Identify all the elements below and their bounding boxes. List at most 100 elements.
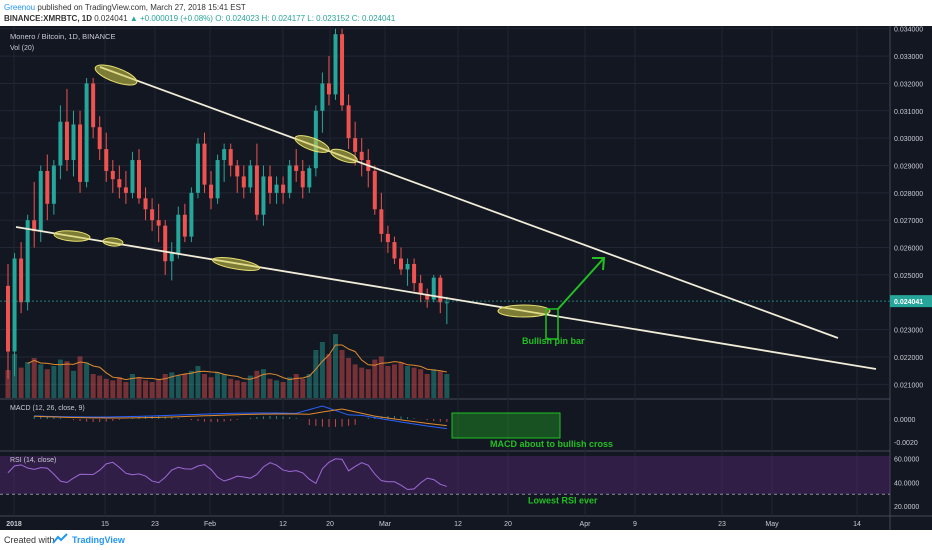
volume-bar [346, 358, 352, 398]
touch-point-ellipse [330, 148, 358, 164]
candle-body [182, 214, 187, 237]
candle-body [6, 285, 10, 352]
volume-bar [418, 369, 424, 398]
volume-bar [405, 366, 411, 398]
candle-body [130, 160, 135, 193]
volume-bar [71, 370, 76, 398]
volume-bar [110, 380, 116, 398]
volume-bar [103, 378, 109, 398]
macd-tick-label: 0.0000 [894, 417, 916, 424]
candle-body [71, 124, 76, 161]
candle-body [320, 83, 325, 111]
macd-line [34, 405, 447, 430]
up-arrow-icon: ▲ [129, 14, 138, 23]
candle-body [202, 143, 207, 185]
candle-body [268, 176, 272, 193]
volume-bar [254, 370, 260, 398]
candle-body [444, 302, 449, 304]
price-tick-label: 0.025000 [894, 273, 923, 280]
rsi-band [0, 456, 890, 494]
candle-body [58, 121, 63, 166]
volume-bar [90, 374, 96, 398]
candle-body [38, 170, 43, 232]
candle-body [222, 149, 227, 161]
time-tick-label: 12 [454, 521, 462, 528]
last-price-label: 0.024041 [894, 299, 923, 306]
time-tick-label: 23 [718, 521, 726, 528]
tradingview-brand[interactable]: TradingView [72, 535, 125, 545]
time-tick-label: 12 [279, 521, 287, 528]
candle-body [425, 294, 430, 300]
candle-body [215, 160, 220, 199]
candle-body [45, 170, 50, 204]
candle-body [110, 170, 115, 180]
candle-body [287, 165, 292, 193]
chart-background [0, 26, 932, 530]
price-tick-label: 0.023000 [894, 328, 923, 335]
candle-body [32, 220, 37, 232]
volume-bar [136, 377, 142, 398]
candle-body [418, 283, 423, 295]
candle-body [123, 187, 128, 193]
volume-bar [228, 378, 234, 398]
macd-title: MACD (12, 26, close, 9) [10, 405, 85, 412]
candle-body [340, 34, 345, 106]
volume-bar [143, 380, 149, 398]
footer: Created with TradingView [0, 530, 932, 550]
author-link[interactable]: Greenou [4, 3, 36, 12]
volume-bar [359, 367, 365, 398]
volume-bar [391, 364, 397, 398]
lower-trendline [15, 226, 877, 370]
volume-bar [84, 362, 90, 398]
symbol-label: BINANCE:XMRBTC, 1D [4, 14, 92, 23]
candle-body [19, 258, 24, 303]
candle-body [300, 170, 305, 188]
time-tick-label: 20 [326, 521, 334, 528]
candle-body [12, 258, 17, 352]
price-tick-label: 0.031000 [894, 109, 923, 116]
candle-body [412, 263, 417, 284]
volume-bar [57, 359, 63, 398]
candle-body [399, 258, 403, 270]
last-price-tag [890, 295, 932, 308]
touch-point-ellipse [94, 64, 138, 86]
signal-line [34, 408, 447, 427]
price-chart[interactable]: 0.034000 0.033000 0.032000 0.031000 0.030000… [0, 26, 932, 530]
candle-body [392, 242, 397, 259]
volume-bar [51, 366, 57, 398]
chart-title: Monero / Bitcoin, 1D, BINANCE [10, 32, 115, 41]
arrow-head-icon [592, 257, 606, 271]
volume-bar [182, 374, 188, 398]
rsi-line [7, 458, 448, 491]
candle-body [163, 225, 168, 262]
volume-bar [444, 374, 450, 398]
volume-bar [378, 356, 384, 398]
candle-body [372, 170, 377, 210]
current-price: 0.024041 [94, 14, 128, 23]
candle-body [261, 176, 266, 215]
volume-bar [195, 366, 201, 398]
volume-bar [385, 366, 391, 398]
time-tick-label: 15 [101, 521, 109, 528]
candle-body [359, 151, 364, 161]
bullish-arrow [557, 257, 605, 310]
volume-bar [77, 356, 83, 398]
candle-body [176, 214, 181, 254]
volume-bar [372, 359, 378, 398]
volume-bar [411, 367, 417, 398]
volume-bar [352, 364, 358, 398]
candle-body [195, 143, 200, 193]
price-tick-label: 0.030000 [894, 136, 923, 143]
volume-bar [313, 350, 319, 398]
candle-body [143, 198, 148, 210]
macd-highlight-box [451, 412, 561, 439]
chart-header: Greenou published on TradingView.com, Ma… [0, 0, 932, 26]
volume-bar [274, 380, 280, 398]
candle-body [84, 83, 89, 182]
volume-bar [5, 370, 11, 398]
touch-point-ellipse [53, 230, 91, 242]
rsi-annotation: Lowest RSI ever [528, 495, 598, 505]
price-tick-label: 0.027000 [894, 218, 923, 225]
candle-body [379, 209, 384, 234]
volume-bar [156, 378, 162, 398]
